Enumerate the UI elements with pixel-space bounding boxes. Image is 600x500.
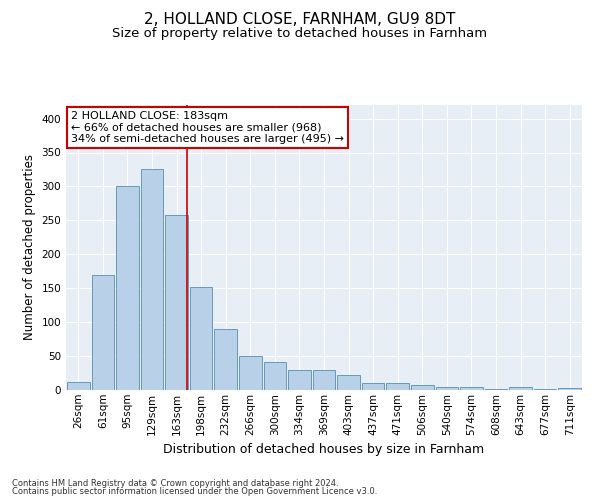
Bar	[67, 382, 89, 390]
Text: Contains HM Land Registry data © Crown copyright and database right 2024.: Contains HM Land Registry data © Crown c…	[12, 478, 338, 488]
Bar	[386, 383, 409, 390]
Bar	[337, 375, 360, 390]
Text: Size of property relative to detached houses in Farnham: Size of property relative to detached ho…	[112, 28, 488, 40]
Y-axis label: Number of detached properties: Number of detached properties	[23, 154, 36, 340]
Bar	[288, 370, 311, 390]
Bar	[559, 388, 581, 390]
Bar	[190, 287, 212, 390]
Text: 2, HOLLAND CLOSE, FARNHAM, GU9 8DT: 2, HOLLAND CLOSE, FARNHAM, GU9 8DT	[145, 12, 455, 28]
Bar	[239, 356, 262, 390]
Bar	[92, 274, 114, 390]
Bar	[165, 215, 188, 390]
Bar	[362, 382, 385, 390]
Bar	[509, 388, 532, 390]
Bar	[140, 170, 163, 390]
Bar	[411, 385, 434, 390]
Bar	[460, 388, 483, 390]
Bar	[116, 186, 139, 390]
Bar	[214, 329, 237, 390]
Bar	[436, 388, 458, 390]
X-axis label: Distribution of detached houses by size in Farnham: Distribution of detached houses by size …	[163, 443, 485, 456]
Bar	[313, 370, 335, 390]
Text: Contains public sector information licensed under the Open Government Licence v3: Contains public sector information licen…	[12, 487, 377, 496]
Bar	[263, 362, 286, 390]
Text: 2 HOLLAND CLOSE: 183sqm
← 66% of detached houses are smaller (968)
34% of semi-d: 2 HOLLAND CLOSE: 183sqm ← 66% of detache…	[71, 110, 344, 144]
